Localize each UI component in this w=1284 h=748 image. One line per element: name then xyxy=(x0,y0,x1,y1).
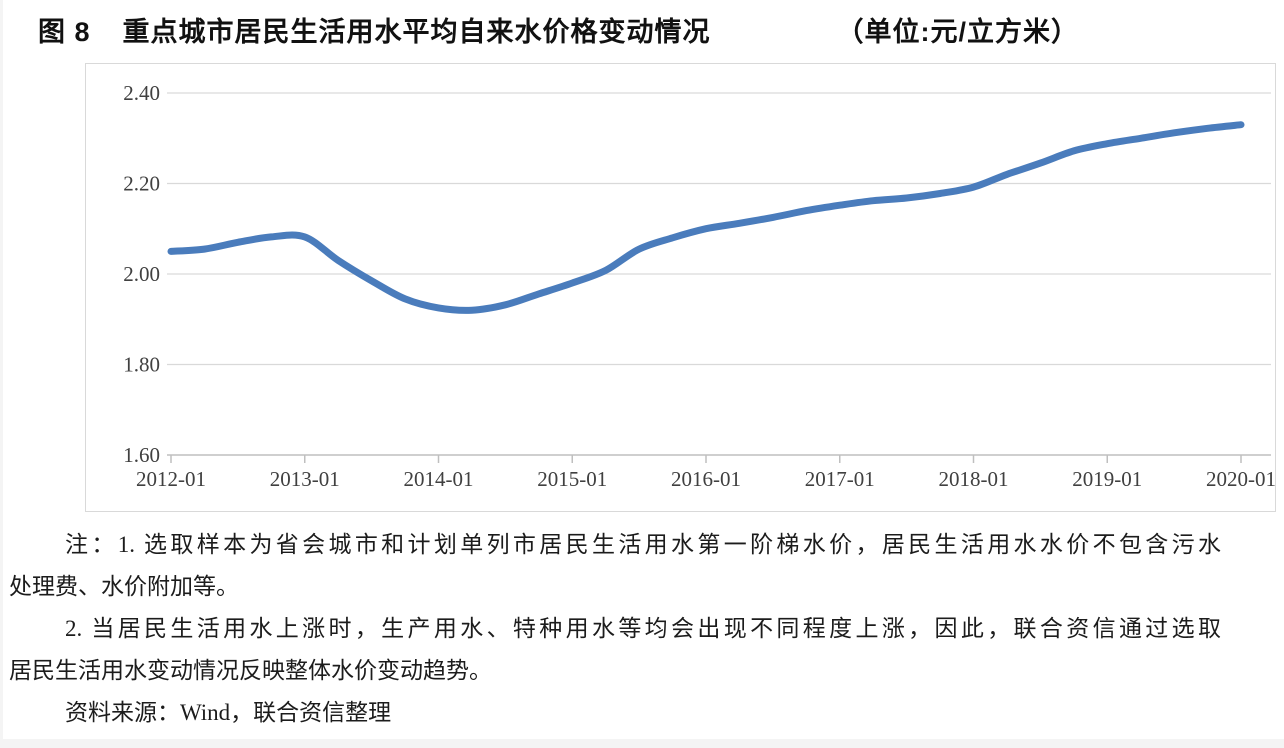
x-tick-label-2017-01: 2017-01 xyxy=(805,467,875,491)
y-tick-label-2.40: 2.40 xyxy=(123,81,160,105)
note-line-2-0: 资料来源：Wind，联合资信整理 xyxy=(65,700,392,725)
note-line-0-0: 注：1. 选取样本为省会城市和计划单列市居民生活用水第一阶梯水价，居民生活用水水… xyxy=(65,532,1221,557)
document-page: 图 8 重点城市居民生活用水平均自来水价格变动情况 （单位:元/立方米） 2.4… xyxy=(3,0,1284,739)
note-line-1-1: 居民生活用水变动情况反映整体水价变动趋势。 xyxy=(9,658,492,683)
figure-notes: 注：1. 选取样本为省会城市和计划单列市居民生活用水第一阶梯水价，居民生活用水水… xyxy=(9,524,1221,734)
note-line-0-1: 处理费、水价附加等。 xyxy=(9,574,239,599)
x-tick-label-2020-01: 2020-01 xyxy=(1206,467,1275,491)
price-series-line xyxy=(167,121,1245,314)
page-bottom-margin xyxy=(0,739,1284,748)
note-line-1-0: 2. 当居民生活用水上涨时，生产用水、特种用水等均会出现不同程度上涨，因此，联合… xyxy=(65,616,1221,641)
x-tick-label-2016-01: 2016-01 xyxy=(671,467,741,491)
y-tick-label-1.80: 1.80 xyxy=(123,353,160,377)
line-chart-frame: 2.40 2.20 2.00 1.80 1.60 2012-01 2013-01 2014-0… xyxy=(85,63,1276,512)
x-tick-label-2014-01: 2014-01 xyxy=(404,467,474,491)
figure-title: 重点城市居民生活用水平均自来水价格变动情况 xyxy=(122,16,711,47)
x-tick-label-2015-01: 2015-01 xyxy=(537,467,607,491)
y-tick-label-2.20: 2.20 xyxy=(123,172,160,196)
x-tick-label-2013-01: 2013-01 xyxy=(270,467,340,491)
x-tick-label-2018-01: 2018-01 xyxy=(939,467,1009,491)
figure-caption: 图 8 重点城市居民生活用水平均自来水价格变动情况 （单位:元/立方米） xyxy=(38,12,1080,47)
x-tick-label-2012-01: 2012-01 xyxy=(136,467,206,491)
y-tick-label-2.00: 2.00 xyxy=(123,262,160,286)
x-tick-label-2019-01: 2019-01 xyxy=(1072,467,1142,491)
figure-unit-label: （单位:元/立方米） xyxy=(836,16,1080,47)
y-tick-label-1.60: 1.60 xyxy=(123,443,160,467)
figure-number: 图 8 xyxy=(38,16,91,47)
